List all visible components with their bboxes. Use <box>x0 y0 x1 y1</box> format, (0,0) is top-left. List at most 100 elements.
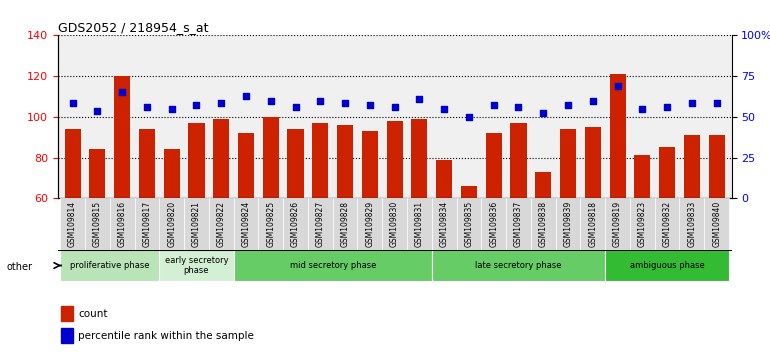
Text: early secretory
phase: early secretory phase <box>165 256 228 275</box>
Point <box>290 104 302 109</box>
Bar <box>584 127 601 198</box>
Text: mid secretory phase: mid secretory phase <box>290 261 376 270</box>
Text: GSM109830: GSM109830 <box>390 201 399 247</box>
Text: GSM109839: GSM109839 <box>564 201 573 247</box>
Bar <box>65 129 81 198</box>
Point <box>537 110 550 115</box>
FancyBboxPatch shape <box>506 198 531 250</box>
Point <box>487 102 500 108</box>
Bar <box>263 117 279 198</box>
Text: GSM109819: GSM109819 <box>613 201 622 247</box>
Point <box>66 100 79 105</box>
Text: GSM109816: GSM109816 <box>118 201 126 247</box>
FancyBboxPatch shape <box>605 250 729 281</box>
Bar <box>362 131 378 198</box>
Text: GSM109829: GSM109829 <box>365 201 374 247</box>
FancyBboxPatch shape <box>60 198 85 250</box>
Point <box>636 106 648 112</box>
Text: GSM109827: GSM109827 <box>316 201 325 247</box>
Point <box>661 104 673 109</box>
Point <box>91 108 103 114</box>
FancyBboxPatch shape <box>159 250 233 281</box>
Bar <box>659 147 675 198</box>
FancyBboxPatch shape <box>407 198 432 250</box>
Bar <box>164 149 179 198</box>
Text: percentile rank within the sample: percentile rank within the sample <box>78 331 254 341</box>
Text: GSM109817: GSM109817 <box>142 201 152 247</box>
Point <box>116 90 129 95</box>
Point <box>314 98 326 103</box>
FancyBboxPatch shape <box>654 198 679 250</box>
Bar <box>213 119 229 198</box>
Text: late secretory phase: late secretory phase <box>475 261 562 270</box>
Bar <box>560 129 576 198</box>
Bar <box>139 129 155 198</box>
FancyBboxPatch shape <box>233 198 259 250</box>
Bar <box>610 74 625 198</box>
FancyBboxPatch shape <box>283 198 308 250</box>
FancyBboxPatch shape <box>259 198 283 250</box>
FancyBboxPatch shape <box>432 250 605 281</box>
Point <box>239 94 252 99</box>
Point <box>611 84 624 89</box>
Text: GSM109820: GSM109820 <box>167 201 176 247</box>
Text: GSM109825: GSM109825 <box>266 201 275 247</box>
Text: GSM109838: GSM109838 <box>539 201 547 247</box>
FancyBboxPatch shape <box>679 198 705 250</box>
Text: GSM109840: GSM109840 <box>712 201 721 247</box>
FancyBboxPatch shape <box>308 198 333 250</box>
Bar <box>337 125 353 198</box>
Bar <box>535 172 551 198</box>
Point <box>166 106 178 112</box>
FancyBboxPatch shape <box>432 198 457 250</box>
FancyBboxPatch shape <box>382 198 407 250</box>
FancyBboxPatch shape <box>531 198 556 250</box>
Point <box>562 102 574 108</box>
Text: GSM109814: GSM109814 <box>68 201 77 247</box>
FancyBboxPatch shape <box>159 198 184 250</box>
FancyBboxPatch shape <box>357 198 382 250</box>
FancyBboxPatch shape <box>605 198 630 250</box>
Point <box>413 96 426 101</box>
Text: GSM109822: GSM109822 <box>216 201 226 247</box>
Text: GSM109834: GSM109834 <box>440 201 449 247</box>
Point <box>363 102 376 108</box>
Text: GSM109823: GSM109823 <box>638 201 647 247</box>
Text: GSM109818: GSM109818 <box>588 201 598 247</box>
Point <box>190 102 203 108</box>
FancyBboxPatch shape <box>85 198 110 250</box>
Bar <box>411 119 427 198</box>
Point <box>388 104 400 109</box>
FancyBboxPatch shape <box>135 198 159 250</box>
Bar <box>89 149 105 198</box>
Text: GDS2052 / 218954_s_at: GDS2052 / 218954_s_at <box>58 21 208 34</box>
Bar <box>61 328 73 343</box>
Bar <box>436 160 452 198</box>
FancyBboxPatch shape <box>233 250 432 281</box>
Bar <box>189 123 205 198</box>
FancyBboxPatch shape <box>705 198 729 250</box>
Point <box>711 100 723 105</box>
Point <box>438 106 450 112</box>
FancyBboxPatch shape <box>60 250 159 281</box>
FancyBboxPatch shape <box>333 198 357 250</box>
Bar <box>461 186 477 198</box>
Point <box>141 104 153 109</box>
Bar <box>387 121 403 198</box>
Text: proliferative phase: proliferative phase <box>70 261 149 270</box>
FancyBboxPatch shape <box>581 198 605 250</box>
Text: GSM109826: GSM109826 <box>291 201 300 247</box>
Text: GSM109836: GSM109836 <box>489 201 498 247</box>
Bar <box>287 129 303 198</box>
Text: GSM109831: GSM109831 <box>415 201 424 247</box>
Text: GSM109815: GSM109815 <box>93 201 102 247</box>
Point <box>265 98 277 103</box>
Point <box>215 100 227 105</box>
Bar <box>634 155 651 198</box>
Point <box>512 104 524 109</box>
Text: GSM109824: GSM109824 <box>242 201 250 247</box>
Text: ambiguous phase: ambiguous phase <box>630 261 705 270</box>
Text: count: count <box>78 309 108 319</box>
FancyBboxPatch shape <box>556 198 581 250</box>
FancyBboxPatch shape <box>209 198 233 250</box>
